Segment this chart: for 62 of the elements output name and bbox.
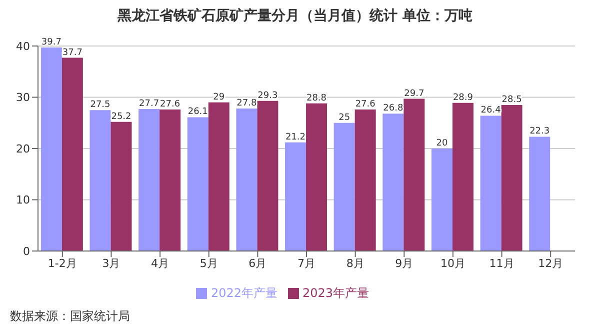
- bar: [257, 100, 278, 251]
- bar: [90, 110, 111, 251]
- data-label: 27.5: [90, 100, 110, 110]
- x-tick-label: 12月: [538, 256, 564, 270]
- bar: [382, 114, 404, 251]
- bar: [480, 116, 502, 251]
- bar: [529, 136, 550, 251]
- source-note: 数据来源：国家统计局: [10, 308, 130, 325]
- data-label: 25: [338, 112, 350, 123]
- x-tick-label: 5月: [200, 256, 218, 270]
- y-tick-label: 0: [23, 244, 30, 258]
- data-label: 28.8: [306, 93, 327, 104]
- bar: [501, 104, 522, 251]
- data-label: 27.6: [160, 100, 180, 110]
- bar: [452, 102, 474, 251]
- x-tick-label: 4月: [151, 256, 170, 270]
- y-tick-label: 20: [16, 142, 30, 156]
- bar: [334, 122, 355, 251]
- x-tick-label: 10月: [440, 256, 466, 270]
- chart-title: 黑龙江省铁矿石原矿产量分月（当月值）统计 单位：万吨: [116, 7, 474, 25]
- data-label: 29.3: [258, 90, 278, 101]
- y-tick-label: 40: [16, 40, 30, 53]
- x-tick-label: 6月: [248, 256, 267, 270]
- bar: [236, 108, 258, 251]
- x-tick-label: 8月: [346, 256, 364, 270]
- data-label: 39.7: [41, 38, 62, 48]
- data-label: 26.4: [480, 106, 502, 116]
- bar: [404, 98, 425, 251]
- data-label: 20: [436, 138, 448, 148]
- x-tick-label: 11月: [489, 256, 514, 270]
- legend-label: 2022年产量: [210, 286, 278, 300]
- data-label: 22.3: [530, 126, 550, 137]
- bar: [285, 142, 306, 251]
- bar: [354, 110, 376, 251]
- bar: [187, 117, 208, 251]
- data-label: 27.7: [139, 99, 160, 110]
- data-label: 29.7: [404, 88, 424, 99]
- bar: [62, 58, 83, 251]
- x-tick-label: 1-2月: [48, 256, 77, 270]
- data-label: 37.7: [62, 48, 82, 58]
- x-tick-label: 9月: [395, 256, 414, 270]
- x-tick-label: 3月: [102, 256, 120, 270]
- y-tick-label: 10: [16, 194, 30, 207]
- legend-label: 2023年产量: [302, 286, 370, 300]
- data-label: 29: [213, 92, 225, 102]
- bar: [160, 110, 181, 251]
- bar: [110, 122, 132, 251]
- bar: [138, 109, 160, 251]
- data-label: 26.1: [188, 107, 208, 118]
- data-label: 26.8: [383, 104, 404, 114]
- data-label: 27.6: [355, 100, 376, 110]
- data-label: 21.2: [285, 132, 306, 142]
- data-label: 25.2: [111, 112, 132, 122]
- bar: [208, 102, 230, 251]
- x-tick-label: 7月: [298, 256, 316, 270]
- bar: [431, 148, 452, 251]
- y-tick-label: 30: [16, 91, 30, 104]
- bar: [40, 48, 62, 251]
- bar: [306, 103, 328, 251]
- data-label: 28.9: [452, 92, 474, 103]
- data-label: 28.5: [502, 94, 522, 105]
- data-label: 27.8: [236, 98, 257, 109]
